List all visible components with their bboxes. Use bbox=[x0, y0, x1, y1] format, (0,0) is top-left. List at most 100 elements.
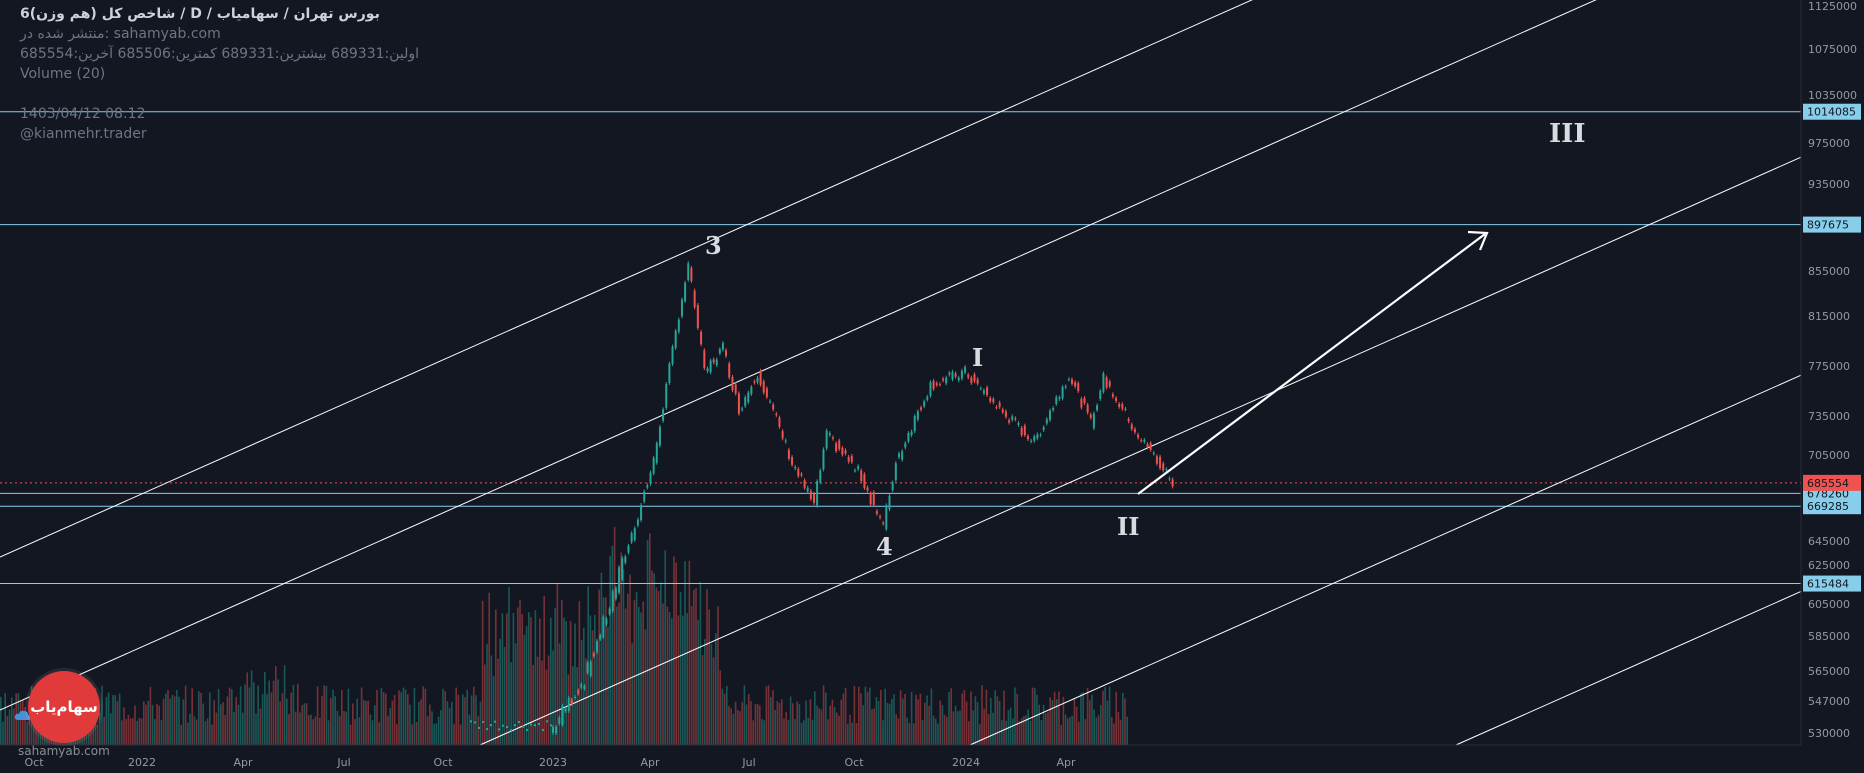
volume-bar bbox=[847, 723, 849, 745]
volume-bar bbox=[1082, 692, 1084, 745]
volume-bar bbox=[704, 639, 706, 745]
candle-body bbox=[658, 426, 661, 446]
wave-label: 4 bbox=[876, 532, 893, 561]
candle-body bbox=[838, 440, 841, 450]
price-axis[interactable]: 1125000 1075000 1035000 975000 935000 855000 8… bbox=[1800, 0, 1857, 745]
volume-bar bbox=[701, 655, 704, 745]
volume-bar bbox=[402, 687, 405, 745]
volume-bar bbox=[525, 626, 528, 745]
candle-body bbox=[753, 381, 756, 383]
y-tick-label: 547000 bbox=[1808, 695, 1850, 708]
volume-bar bbox=[33, 715, 35, 745]
time-axis[interactable]: Oct 2022 Apr Jul Oct 2023 Apr Jul Oct 2024 Apr bbox=[0, 744, 1801, 769]
candle-body bbox=[794, 467, 797, 469]
volume-indicator-label[interactable]: Volume (20) bbox=[20, 66, 106, 82]
candle-body bbox=[677, 319, 680, 332]
volume-bar bbox=[899, 690, 902, 745]
candle-body bbox=[1048, 410, 1051, 420]
candle-body bbox=[470, 720, 472, 723]
candle-body bbox=[561, 706, 564, 725]
volume-bar bbox=[112, 694, 114, 745]
volume-bar bbox=[107, 692, 110, 745]
volume-bar bbox=[367, 700, 369, 745]
volume-bar bbox=[314, 716, 317, 745]
volume-bar bbox=[886, 703, 889, 745]
volume-bar bbox=[1084, 719, 1087, 745]
volume-bar bbox=[206, 718, 209, 745]
candle-body bbox=[646, 485, 649, 488]
volume-bar bbox=[640, 612, 642, 745]
candle-body bbox=[1140, 440, 1143, 442]
volume-bar bbox=[257, 685, 259, 745]
volume-bar bbox=[644, 629, 647, 745]
candle-body bbox=[907, 433, 910, 442]
candle-body bbox=[690, 267, 693, 282]
volume-bar bbox=[156, 703, 158, 745]
volume-bar bbox=[677, 615, 680, 745]
volume-bar bbox=[996, 696, 999, 745]
volume-bar bbox=[1027, 709, 1029, 745]
candle-body bbox=[973, 374, 976, 382]
price-candles bbox=[470, 261, 1174, 735]
candle-body bbox=[649, 472, 652, 484]
volume-bar bbox=[1001, 720, 1003, 745]
candle-body bbox=[891, 482, 894, 491]
volume-bar bbox=[281, 693, 284, 745]
volume-bar bbox=[204, 721, 207, 745]
volume-bar bbox=[380, 688, 383, 745]
candle-body bbox=[1042, 427, 1045, 430]
volume-bar bbox=[675, 562, 677, 745]
candle-body bbox=[510, 729, 512, 732]
candle-body bbox=[938, 384, 941, 386]
published-on: منتشر شده در: sahamyab.com bbox=[20, 26, 221, 42]
candle-body bbox=[1146, 444, 1149, 448]
volume-bar bbox=[602, 597, 605, 745]
volume-bar bbox=[334, 696, 336, 745]
volume-bar bbox=[479, 701, 482, 745]
volume-bar bbox=[226, 696, 229, 745]
volume-bar bbox=[693, 589, 695, 745]
candle-body bbox=[765, 388, 768, 398]
x-tick-label: Apr bbox=[233, 756, 253, 769]
volume-bar bbox=[998, 701, 1001, 745]
volume-bar bbox=[468, 714, 471, 745]
volume-bar bbox=[948, 691, 950, 745]
volume-bar bbox=[363, 699, 365, 745]
volume-bar bbox=[202, 703, 204, 745]
candle-body bbox=[1155, 456, 1158, 464]
volume-bar bbox=[358, 717, 361, 745]
volume-bar bbox=[730, 708, 732, 745]
volume-bar bbox=[616, 606, 618, 745]
candle-body bbox=[778, 417, 781, 427]
candle-body bbox=[687, 263, 690, 280]
volume-bar bbox=[761, 719, 763, 745]
volume-bar bbox=[688, 560, 691, 745]
volume-bar bbox=[1115, 691, 1117, 745]
volume-bar bbox=[798, 703, 801, 745]
candle-body bbox=[668, 363, 671, 383]
candle-body bbox=[844, 450, 847, 454]
candle-body bbox=[737, 393, 740, 414]
volume-bar bbox=[125, 719, 127, 745]
volume-bar bbox=[473, 686, 475, 745]
volume-bar bbox=[638, 606, 640, 745]
volume-bar bbox=[121, 720, 123, 745]
price-badge bbox=[1803, 474, 1861, 491]
candle-body bbox=[967, 374, 970, 378]
volume-bar bbox=[992, 712, 994, 745]
volume-bar bbox=[924, 702, 926, 745]
candle-body bbox=[879, 516, 882, 518]
candle-body bbox=[1071, 379, 1073, 384]
candle-body bbox=[643, 491, 646, 502]
volume-bar bbox=[532, 665, 534, 745]
volume-bar bbox=[723, 693, 726, 745]
volume-bar bbox=[484, 664, 486, 745]
candle-body bbox=[674, 330, 677, 348]
volume-bar bbox=[393, 694, 396, 745]
candle-body bbox=[514, 724, 516, 727]
volume-bar bbox=[305, 703, 308, 745]
volume-bar bbox=[983, 708, 985, 745]
volume-bar bbox=[2, 721, 4, 745]
candle-body bbox=[750, 387, 753, 395]
